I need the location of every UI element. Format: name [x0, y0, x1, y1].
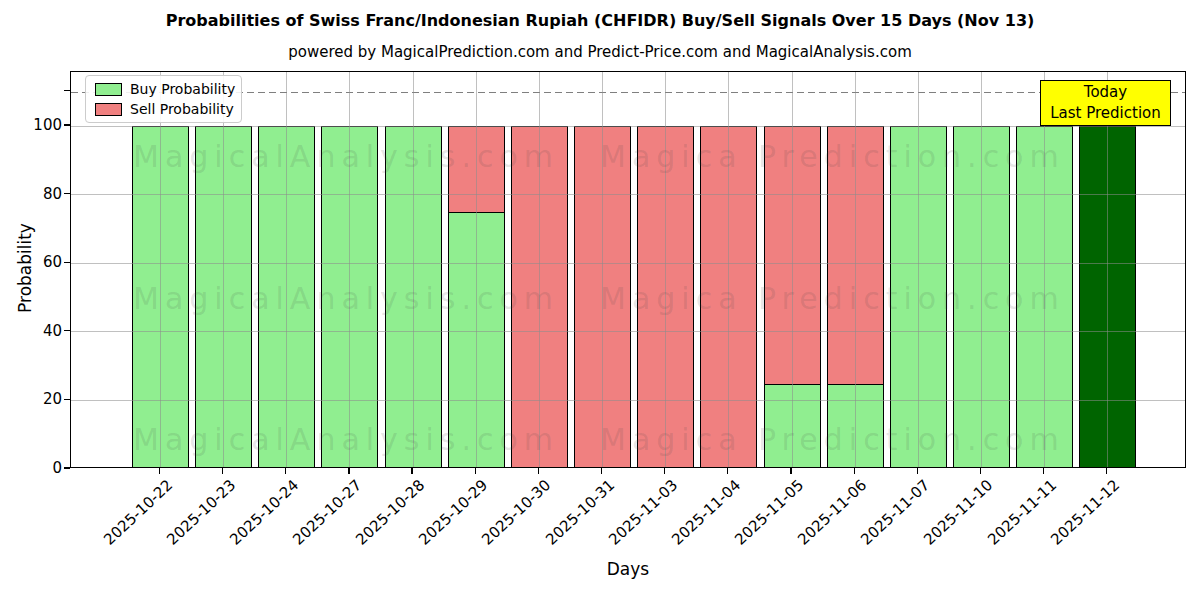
- y-tickmark: [64, 467, 71, 468]
- x-tickmark: [411, 468, 412, 474]
- x-tickmark: [222, 468, 223, 474]
- gridline-vertical: [160, 72, 161, 468]
- y-tick-label: 80: [2, 184, 62, 204]
- x-tickmark: [1106, 468, 1107, 474]
- y-tickmark: [64, 193, 71, 194]
- x-tickmark: [727, 468, 728, 474]
- y-tickmark: [64, 399, 71, 400]
- gridline-horizontal: [71, 126, 1185, 127]
- legend-buy-label: Buy Probability: [130, 81, 235, 97]
- x-tickmark: [538, 468, 539, 474]
- legend-item-buy: Buy Probability: [86, 81, 241, 97]
- gridline-vertical: [413, 72, 414, 468]
- y-tick-label: 100: [2, 115, 62, 135]
- x-tickmark: [348, 468, 349, 474]
- x-tickmark: [917, 468, 918, 474]
- gridline-horizontal: [71, 331, 1185, 332]
- chart-figure: Probabilities of Swiss Franc/Indonesian …: [0, 0, 1200, 600]
- chart-subtitle: powered by MagicalPrediction.com and Pre…: [0, 43, 1200, 61]
- legend: Buy Probability Sell Probability: [85, 75, 242, 123]
- gridline-vertical: [981, 72, 982, 468]
- gridline-vertical: [349, 72, 350, 468]
- x-tick-label: 2025-10-22: [3, 476, 176, 600]
- chart-title: Probabilities of Swiss Franc/Indonesian …: [0, 11, 1200, 30]
- y-tick-label: 60: [2, 252, 62, 272]
- gridline-horizontal: [71, 400, 1185, 401]
- x-tickmark: [475, 468, 476, 474]
- buy-color-swatch: [95, 83, 122, 96]
- legend-sell-label: Sell Probability: [130, 101, 234, 117]
- gridline-vertical: [855, 72, 856, 468]
- y-tickmark-dashed-level: [64, 90, 71, 91]
- gridline-vertical: [602, 72, 603, 468]
- sell-color-swatch: [95, 103, 122, 116]
- gridline-vertical: [665, 72, 666, 468]
- legend-item-sell: Sell Probability: [86, 101, 241, 117]
- plot-area: [70, 71, 1186, 468]
- x-tickmark: [980, 468, 981, 474]
- x-tickmark: [664, 468, 665, 474]
- today-annotation-line1: Today: [1041, 82, 1170, 103]
- y-tickmark: [64, 330, 71, 331]
- gridline-vertical: [539, 72, 540, 468]
- y-tickmark: [64, 124, 71, 125]
- gridline-vertical: [223, 72, 224, 468]
- x-tickmark: [285, 468, 286, 474]
- gridline-vertical: [476, 72, 477, 468]
- x-tickmark: [854, 468, 855, 474]
- gridline-horizontal: [71, 263, 1185, 264]
- x-tickmark: [601, 468, 602, 474]
- gridline-vertical: [1107, 72, 1108, 468]
- y-tick-label: 0: [2, 458, 62, 478]
- x-tickmark: [790, 468, 791, 474]
- gridline-vertical: [286, 72, 287, 468]
- y-tickmark: [64, 262, 71, 263]
- today-annotation-line2: Last Prediction: [1041, 103, 1170, 124]
- gridline-vertical: [728, 72, 729, 468]
- x-tickmark: [1043, 468, 1044, 474]
- y-tick-label: 20: [2, 389, 62, 409]
- gridline-vertical: [792, 72, 793, 468]
- today-annotation: Today Last Prediction: [1040, 80, 1171, 126]
- gridline-vertical: [918, 72, 919, 468]
- x-tickmark: [159, 468, 160, 474]
- gridline-horizontal: [71, 194, 1185, 195]
- gridline-vertical: [1044, 72, 1045, 468]
- y-tick-label: 40: [2, 321, 62, 341]
